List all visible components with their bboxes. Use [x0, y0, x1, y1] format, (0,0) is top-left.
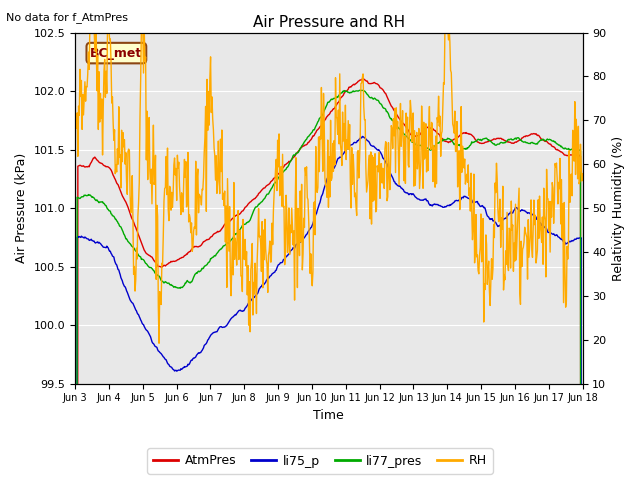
Text: BC_met: BC_met: [90, 47, 143, 60]
Y-axis label: Air Pressure (kPa): Air Pressure (kPa): [15, 153, 28, 263]
Y-axis label: Relativity Humidity (%): Relativity Humidity (%): [612, 135, 625, 281]
Text: No data for f_AtmPres: No data for f_AtmPres: [6, 12, 129, 23]
X-axis label: Time: Time: [314, 409, 344, 422]
Title: Air Pressure and RH: Air Pressure and RH: [253, 15, 405, 30]
Legend: AtmPres, li75_p, li77_pres, RH: AtmPres, li75_p, li77_pres, RH: [147, 448, 493, 474]
